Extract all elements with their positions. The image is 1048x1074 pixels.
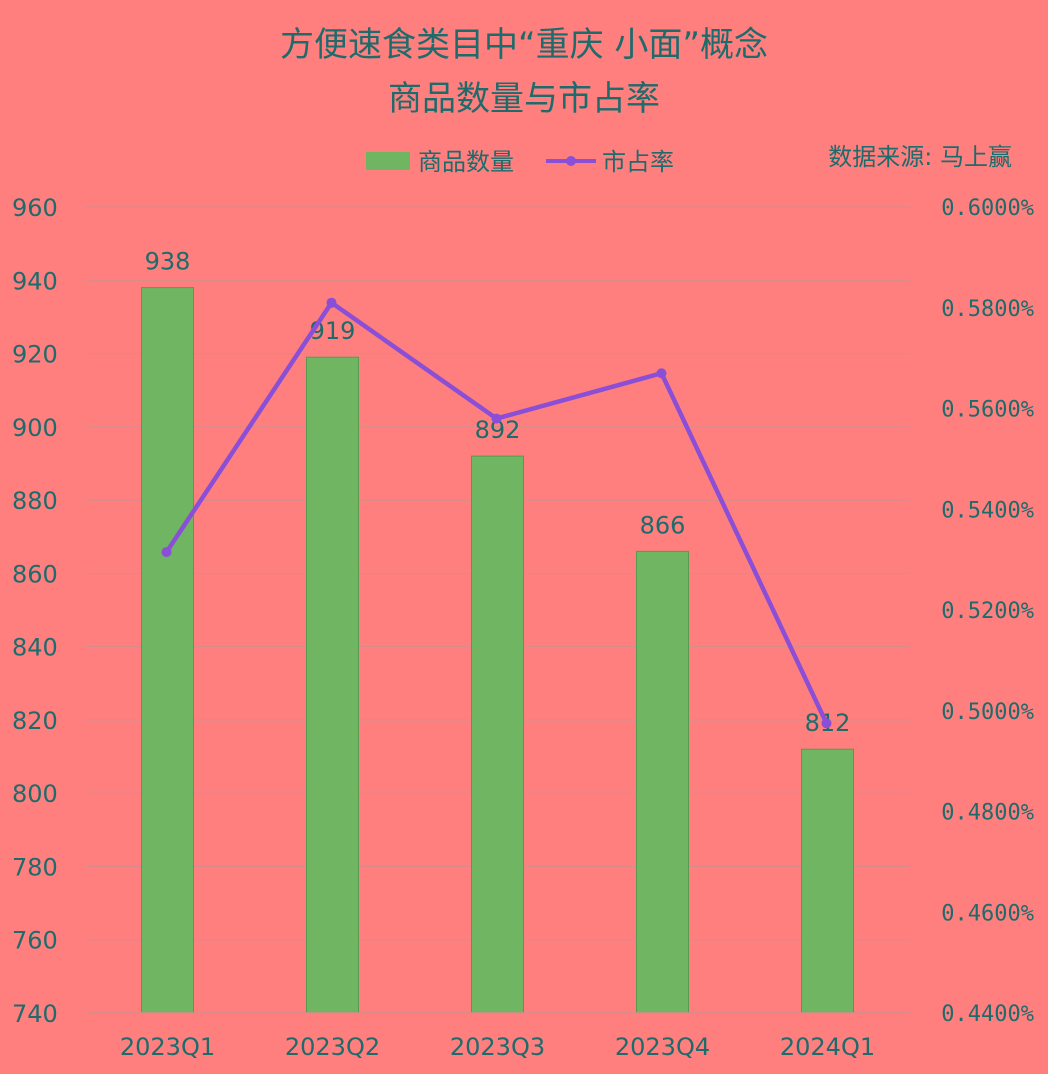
share-line bbox=[161, 297, 832, 729]
legend-label-bar: 商品数量 bbox=[418, 148, 514, 176]
bar bbox=[636, 550, 689, 1014]
left-tick-label: 960 bbox=[12, 194, 58, 222]
right-tick-label: 0.5000% bbox=[941, 700, 1034, 725]
right-tick-label: 0.5800% bbox=[941, 297, 1034, 322]
data-labels: 938919892866812 bbox=[145, 248, 851, 738]
share-point bbox=[821, 718, 832, 729]
left-tick-label: 820 bbox=[12, 707, 58, 735]
share-point bbox=[491, 413, 502, 424]
right-tick-label: 0.5600% bbox=[941, 398, 1034, 423]
share-point bbox=[656, 368, 667, 379]
left-tick-label: 780 bbox=[12, 853, 58, 881]
left-tick-label: 920 bbox=[12, 341, 58, 369]
left-tick-label: 900 bbox=[12, 414, 58, 442]
bar bbox=[471, 455, 524, 1014]
left-tick-label: 760 bbox=[12, 927, 58, 955]
left-tick-label: 880 bbox=[12, 487, 58, 515]
legend: 商品数量 市占率 bbox=[366, 148, 674, 176]
right-tick-label: 0.4400% bbox=[941, 1002, 1034, 1027]
right-tick-label: 0.4600% bbox=[941, 901, 1034, 926]
right-tick-label: 0.5400% bbox=[941, 498, 1034, 523]
bar bbox=[801, 748, 854, 1014]
left-tick-label: 860 bbox=[12, 560, 58, 588]
x-tick-label: 2023Q4 bbox=[615, 1033, 710, 1061]
right-tick-label: 0.5200% bbox=[941, 599, 1034, 624]
source-note: 数据来源: 马上赢 bbox=[828, 143, 1012, 171]
bar-value-label: 938 bbox=[145, 248, 191, 276]
share-point bbox=[326, 297, 337, 308]
x-tick-label: 2024Q1 bbox=[780, 1033, 875, 1061]
right-tick-label: 0.6000% bbox=[941, 196, 1034, 221]
bar bbox=[306, 356, 359, 1014]
chart-title-line-1: 方便速食类目中“重庆 小面”概念 bbox=[280, 25, 768, 65]
x-tick-label: 2023Q2 bbox=[285, 1033, 380, 1061]
bar-value-label: 866 bbox=[640, 511, 686, 539]
right-axis: 0.4400% 0.4600% 0.4800% 0.5000% 0.5200% 0.540… bbox=[941, 196, 1034, 1027]
left-tick-label: 800 bbox=[12, 780, 58, 808]
x-tick-label: 2023Q1 bbox=[120, 1033, 215, 1061]
legend-line-marker bbox=[566, 156, 576, 166]
left-tick-label: 940 bbox=[12, 267, 58, 295]
bars bbox=[141, 287, 854, 1014]
left-tick-label: 840 bbox=[12, 634, 58, 662]
left-axis: 740 760 780 800 820 840 860 880 900 920 940 960 bbox=[12, 194, 58, 1028]
share-point bbox=[161, 547, 172, 558]
bar bbox=[141, 287, 194, 1014]
right-tick-label: 0.4800% bbox=[941, 801, 1034, 826]
legend-label-line: 市占率 bbox=[602, 148, 674, 176]
chart-title-line-2: 商品数量与市占率 bbox=[388, 79, 660, 119]
x-axis: 2023Q1 2023Q2 2023Q3 2023Q4 2024Q1 bbox=[85, 1012, 910, 1061]
left-tick-label: 740 bbox=[12, 1000, 58, 1028]
legend-swatch-bar bbox=[366, 152, 410, 170]
x-tick-label: 2023Q3 bbox=[450, 1033, 545, 1061]
